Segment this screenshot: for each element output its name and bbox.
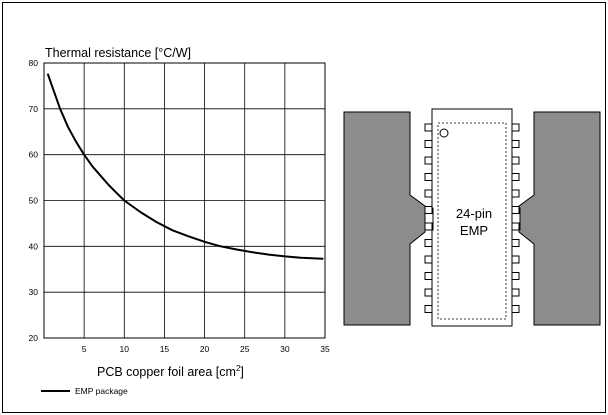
y-tick-label: 70 — [29, 104, 39, 114]
pin-right — [511, 156, 520, 165]
pin-left — [424, 140, 433, 148]
pin-right — [511, 255, 520, 264]
x-axis-label-text: PCB copper foil area [cm — [97, 365, 236, 379]
x-axis: 5 10 15 20 25 30 35 — [82, 344, 330, 354]
copper-foil-left — [343, 111, 426, 326]
y-tick-label: 50 — [29, 196, 39, 206]
x-axis-label-close: ] — [240, 365, 243, 379]
y-tick-label: 40 — [29, 241, 39, 251]
pin-left — [424, 288, 433, 297]
y-tick-label: 80 — [29, 58, 39, 68]
pin-right — [511, 173, 520, 181]
pins — [424, 123, 520, 313]
package-diagram: 24-pin EMP — [343, 108, 601, 327]
pin-left — [424, 156, 433, 165]
pin-left — [424, 305, 433, 313]
x-tick-label: 25 — [240, 344, 250, 354]
y-tick-label: 60 — [29, 150, 39, 160]
package-label-line1: 24-pin — [456, 206, 492, 221]
copper-foil-right — [518, 111, 601, 326]
pin-left — [424, 239, 433, 247]
pin-left — [424, 123, 433, 132]
x-tick-label: 30 — [280, 344, 290, 354]
pin-right — [511, 288, 520, 297]
plot-area-border — [43, 62, 326, 339]
x-axis-label-sup: 2 — [236, 364, 241, 373]
package-label-line2: EMP — [460, 223, 488, 238]
x-tick-label: 5 — [82, 344, 87, 354]
package-body — [431, 108, 513, 327]
pin-left — [424, 173, 433, 181]
pin-left — [424, 255, 433, 264]
series-group — [47, 73, 324, 260]
pin-left — [424, 272, 433, 280]
die-outline — [437, 122, 507, 320]
x-tick-label: 10 — [120, 344, 130, 354]
y-axis: 20 30 40 50 60 70 80 — [29, 58, 39, 343]
pin-right — [511, 206, 520, 214]
x-tick-label: 35 — [320, 344, 330, 354]
x-axis-label: PCB copper foil area [cm2] — [97, 364, 244, 379]
legend: EMP package — [41, 386, 128, 396]
pin-right — [511, 189, 520, 198]
x-tick-label: 15 — [160, 344, 170, 354]
pin-right — [511, 222, 520, 231]
y-tick-label: 20 — [29, 333, 39, 343]
pin-left — [424, 222, 433, 231]
y-tick-label: 30 — [29, 287, 39, 297]
x-tick-label: 20 — [200, 344, 210, 354]
chart-title: Thermal resistance [°C/W] — [45, 46, 191, 60]
chart: Thermal resistance [°C/W] 20 30 40 50 60 70 80… — [29, 46, 330, 396]
pin-right — [511, 123, 520, 132]
legend-label: EMP package — [75, 386, 128, 396]
pin-right — [511, 140, 520, 148]
pin1-marker — [439, 128, 449, 138]
pin-left — [424, 206, 433, 214]
pin-right — [511, 305, 520, 313]
pin-right — [511, 239, 520, 247]
pin-left — [424, 189, 433, 198]
series-line-emp-package — [47, 73, 324, 260]
pin-right — [511, 272, 520, 280]
